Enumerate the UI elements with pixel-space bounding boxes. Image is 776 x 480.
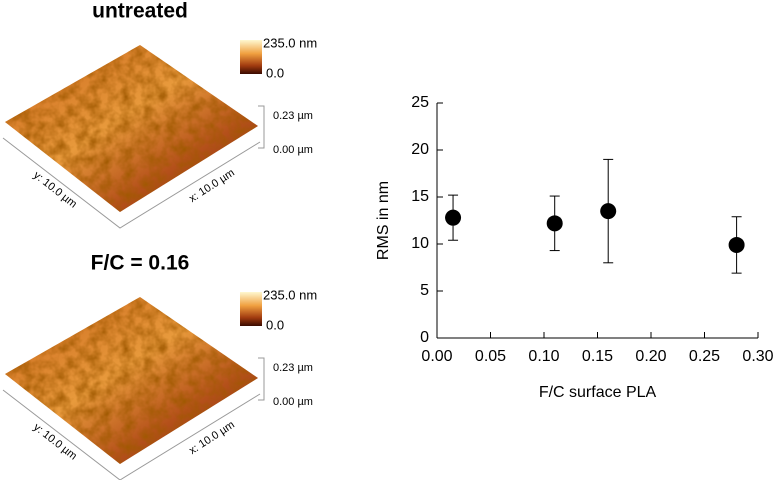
- point: [728, 236, 745, 253]
- color-scale: [240, 292, 262, 326]
- x-tick-label: 0.15: [582, 348, 613, 365]
- y-tick-label: 15: [411, 188, 429, 205]
- x-axis-label: x: 10.0 µm: [187, 167, 237, 205]
- color-scale: [240, 40, 262, 74]
- x-tick-label: 0.10: [528, 348, 559, 365]
- y-tick-label: 25: [411, 94, 429, 111]
- panel-title: F/C = 0.16: [91, 252, 190, 275]
- x-tick-label: 0.00: [421, 348, 452, 365]
- point: [445, 209, 462, 226]
- z-bracket: [258, 357, 265, 401]
- afm-axes: [2, 389, 261, 480]
- x-tick-label: 0.20: [635, 348, 666, 365]
- y-tick-label: 20: [411, 141, 429, 158]
- scale-max: 235.0 nm: [263, 35, 317, 50]
- afm-texture: [5, 297, 258, 464]
- afm-axes: [2, 137, 261, 229]
- point: [546, 215, 563, 232]
- z-min: 0.00 µm: [273, 144, 313, 156]
- afm-panel: F/C = 0.16 235.0 nm 0.0 0.23 µm 0.00 µm y: 10…: [2, 252, 317, 480]
- z-bracket: [258, 105, 265, 149]
- x-tick-label: 0.05: [475, 348, 506, 365]
- x-tick-label: 0.30: [742, 348, 773, 365]
- y-axis-label: y: 10.0 µm: [31, 421, 79, 462]
- z-min: 0.00 µm: [273, 396, 313, 408]
- y-tick-label: 5: [420, 282, 429, 299]
- y-tick-label: 0: [420, 329, 429, 346]
- scale-min: 0.0: [266, 317, 284, 332]
- x-tick-label: 0.25: [689, 348, 720, 365]
- afm-texture: [5, 45, 258, 212]
- x-axis-label: x: 10.0 µm: [187, 419, 237, 457]
- z-max: 0.23 µm: [273, 362, 313, 374]
- panel-title: untreated: [92, 0, 188, 23]
- y-axis-label: y: 10.0 µm: [31, 169, 79, 210]
- y-axis-title: RMS in nm: [375, 181, 392, 260]
- scale-min: 0.0: [266, 65, 284, 80]
- afm-panel: untreated 235.0 nm 0.0 0.23 µm 0.00 µm y: 10.…: [2, 0, 317, 229]
- x-axis-title: F/C surface PLA: [539, 384, 657, 401]
- z-max: 0.23 µm: [273, 110, 313, 122]
- point: [600, 203, 617, 220]
- scale-max: 235.0 nm: [263, 287, 317, 302]
- y-tick-label: 10: [411, 235, 429, 252]
